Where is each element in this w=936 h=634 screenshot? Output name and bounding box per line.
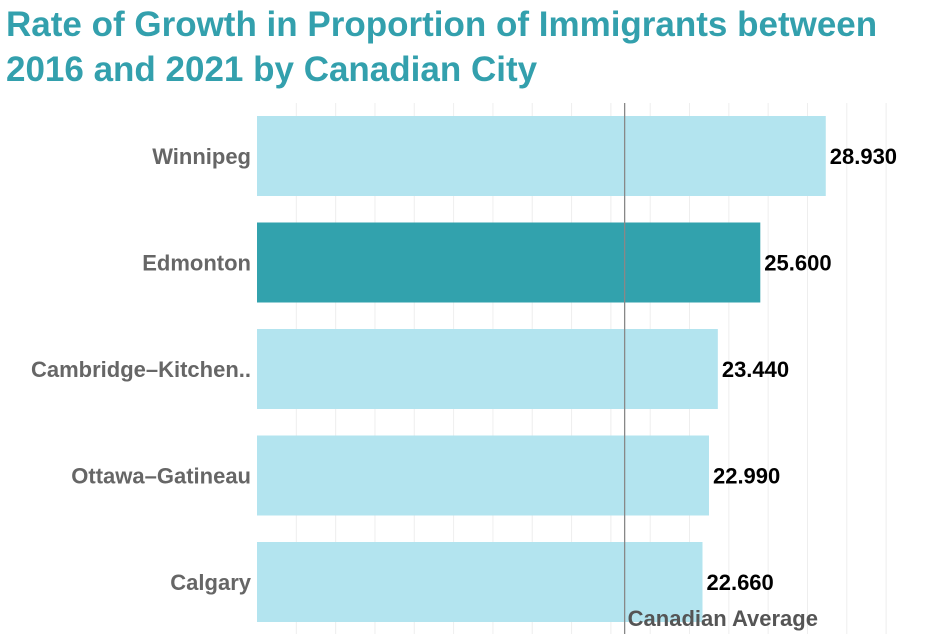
category-label: Edmonton [142,251,251,276]
value-label: 23.440 [722,357,789,382]
bar-3 [257,435,709,516]
bar-1 [257,222,761,303]
labels: Winnipeg 28.930 Edmonton 25.600 Cambridge–Ki… [31,144,897,595]
value-label: 25.600 [764,251,831,276]
reference-line-group: Canadian Average [623,103,818,634]
bar-4 [257,542,703,622]
category-label: Ottawa–Gatineau [71,464,251,489]
category-label: Calgary [170,570,251,595]
value-label: 22.660 [706,570,773,595]
bar-2 [257,329,718,409]
reference-line-label: Canadian Average [628,606,818,631]
value-label: 28.930 [830,144,897,169]
category-label: Winnipeg [152,144,251,169]
value-label: 22.990 [713,464,780,489]
chart-title: Rate of Growth in Proportion of Immigran… [6,5,878,89]
category-label: Cambridge–Kitchen.. [31,357,251,382]
bars [257,116,826,622]
bar-0 [257,116,826,196]
